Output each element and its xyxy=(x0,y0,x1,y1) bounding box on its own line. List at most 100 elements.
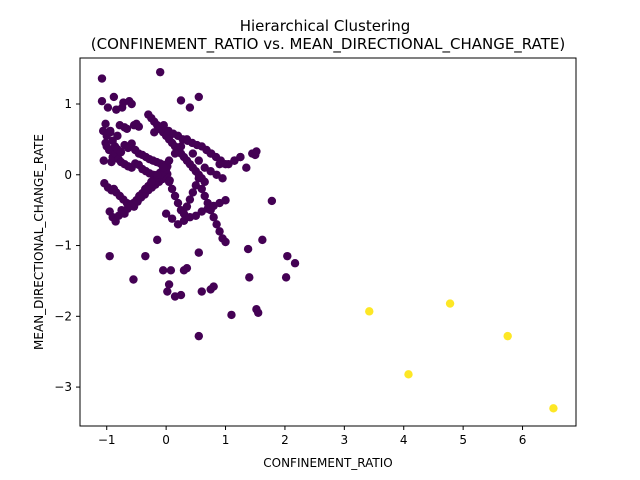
chart-title-line2: (CONFINEMENT_RATIO vs. MEAN_DIRECTIONAL_… xyxy=(91,35,565,54)
scatter-points xyxy=(97,67,558,413)
data-point-cluster-0 xyxy=(155,67,165,77)
data-point-cluster-1 xyxy=(445,299,455,308)
data-point-cluster-0 xyxy=(227,310,236,320)
data-point-cluster-0 xyxy=(167,184,177,194)
data-point-cluster-0 xyxy=(176,142,186,151)
data-point-cluster-0 xyxy=(109,92,119,102)
data-point-cluster-0 xyxy=(99,156,108,165)
data-point-cluster-0 xyxy=(258,235,267,245)
data-point-cluster-0 xyxy=(215,227,224,236)
data-point-cluster-0 xyxy=(166,266,176,275)
x-tick-label: 3 xyxy=(341,433,349,447)
data-point-cluster-0 xyxy=(200,191,209,201)
x-axis-ticks: −1 0 1 2 3 4 5 6 xyxy=(98,426,526,447)
data-point-cluster-0 xyxy=(164,177,174,187)
data-point-cluster-0 xyxy=(141,184,150,194)
data-point-cluster-0 xyxy=(185,195,195,204)
data-point-cluster-0 xyxy=(153,170,162,179)
data-point-cluster-0 xyxy=(197,184,206,194)
data-point-cluster-0 xyxy=(206,149,215,158)
data-point-cluster-0 xyxy=(135,191,144,201)
data-point-cluster-0 xyxy=(197,287,206,296)
data-point-cluster-0 xyxy=(281,273,291,282)
data-point-cluster-0 xyxy=(127,139,136,148)
data-point-cluster-0 xyxy=(158,266,168,275)
chart-title-line1: Hierarchical Clustering xyxy=(240,17,411,35)
y-tick-label: −2 xyxy=(54,309,72,323)
data-point-cluster-0 xyxy=(97,74,107,83)
y-tick-label: 0 xyxy=(64,168,72,182)
x-tick-label: 2 xyxy=(281,433,289,447)
data-point-cluster-0 xyxy=(218,174,227,183)
data-point-cluster-1 xyxy=(365,307,374,316)
data-point-cluster-0 xyxy=(283,251,292,261)
data-point-cluster-0 xyxy=(105,251,114,261)
data-point-cluster-0 xyxy=(209,213,218,222)
data-point-cluster-1 xyxy=(549,404,558,413)
data-point-cluster-0 xyxy=(141,251,150,261)
data-point-cluster-0 xyxy=(194,248,203,257)
data-point-cluster-0 xyxy=(129,275,138,284)
data-point-cluster-0 xyxy=(188,149,198,158)
data-point-cluster-0 xyxy=(212,220,221,229)
x-tick-label: 0 xyxy=(162,433,170,447)
data-point-cluster-0 xyxy=(116,147,126,157)
data-point-cluster-0 xyxy=(194,156,203,165)
data-point-cluster-0 xyxy=(221,196,230,205)
data-point-cluster-0 xyxy=(153,235,162,245)
x-tick-label: 5 xyxy=(459,433,467,447)
data-point-cluster-0 xyxy=(182,263,192,273)
plot-area-frame xyxy=(79,57,577,427)
y-tick-label: 1 xyxy=(64,97,72,111)
y-tick-label: −1 xyxy=(54,239,72,253)
data-point-cluster-0 xyxy=(236,152,245,162)
data-point-cluster-0 xyxy=(97,96,107,106)
data-point-cluster-0 xyxy=(194,331,203,341)
data-point-cluster-0 xyxy=(164,156,174,165)
y-axis-label: MEAN_DIRECTIONAL_CHANGE_RATE xyxy=(32,134,46,350)
data-point-cluster-0 xyxy=(170,149,180,158)
data-point-cluster-0 xyxy=(159,121,168,130)
data-point-cluster-0 xyxy=(106,128,115,137)
data-point-cluster-0 xyxy=(290,259,300,268)
data-point-cluster-0 xyxy=(122,124,132,133)
data-point-cluster-0 xyxy=(245,273,254,282)
data-point-cluster-0 xyxy=(147,177,156,187)
data-point-cluster-0 xyxy=(170,191,180,201)
data-point-cluster-0 xyxy=(252,147,261,156)
data-point-cluster-0 xyxy=(170,292,180,301)
data-point-cluster-0 xyxy=(243,244,253,254)
data-point-cluster-0 xyxy=(267,196,277,206)
x-tick-label: 4 xyxy=(400,433,408,447)
data-point-cluster-0 xyxy=(134,122,144,131)
x-tick-label: 6 xyxy=(519,433,527,447)
data-point-cluster-0 xyxy=(163,287,172,296)
y-axis-ticks: 1 0 −1 −2 −3 xyxy=(54,97,80,394)
data-point-cluster-0 xyxy=(191,211,201,221)
y-tick-label: −3 xyxy=(54,380,72,394)
data-point-cluster-0 xyxy=(103,103,113,112)
data-point-cluster-0 xyxy=(167,214,177,223)
data-point-cluster-0 xyxy=(158,163,168,172)
data-point-cluster-0 xyxy=(215,159,224,169)
data-point-cluster-0 xyxy=(164,280,174,289)
data-point-cluster-0 xyxy=(209,282,218,291)
data-point-cluster-0 xyxy=(254,308,263,317)
data-point-cluster-0 xyxy=(242,163,251,172)
data-point-cluster-0 xyxy=(200,177,209,187)
data-point-cluster-0 xyxy=(182,202,192,211)
data-point-cluster-0 xyxy=(185,103,195,112)
x-tick-label: 1 xyxy=(222,433,230,447)
data-point-cluster-0 xyxy=(221,237,230,247)
data-point-cluster-0 xyxy=(176,96,186,105)
x-tick-label: −1 xyxy=(98,433,116,447)
data-point-cluster-1 xyxy=(503,331,512,341)
data-point-cluster-0 xyxy=(161,209,171,218)
data-point-cluster-0 xyxy=(188,188,198,197)
data-point-cluster-0 xyxy=(173,198,183,208)
x-axis-label: CONFINEMENT_RATIO xyxy=(263,456,393,470)
data-point-cluster-0 xyxy=(221,159,230,169)
data-point-cluster-0 xyxy=(194,92,203,102)
